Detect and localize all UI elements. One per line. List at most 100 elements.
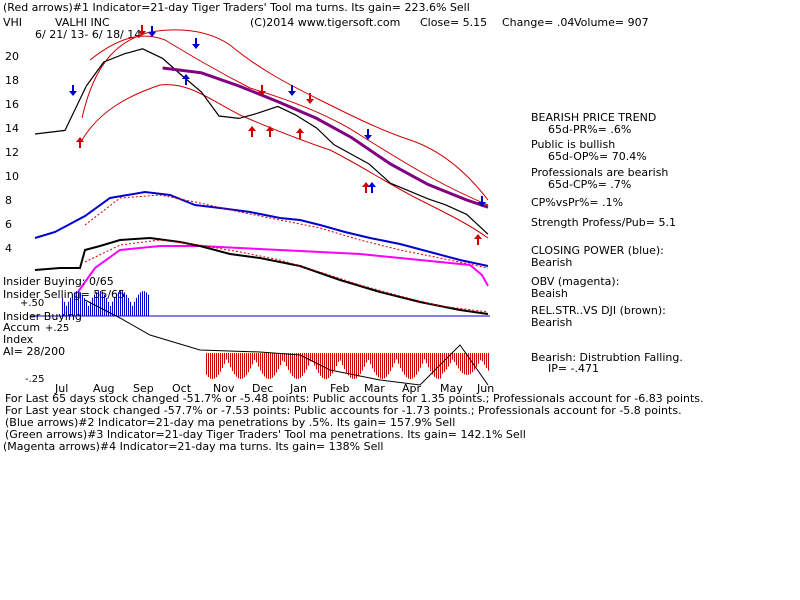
accum-bar — [350, 353, 351, 378]
accum-bar — [148, 294, 149, 316]
accum-bar — [310, 353, 311, 362]
accum-bar — [428, 353, 429, 368]
accum-bar — [478, 353, 479, 364]
change-value: Change= .04 — [502, 16, 574, 29]
accum-bar — [304, 353, 305, 374]
y-tick-4: 4 — [5, 242, 12, 255]
ticker: VHI — [3, 16, 22, 29]
accum-bar — [268, 353, 269, 379]
insider-buying-label: Insider Buying: 0/65 — [3, 275, 114, 288]
accum-bar — [296, 353, 297, 379]
accum-bar — [246, 353, 247, 376]
accum-bar — [116, 294, 117, 316]
accum-bar — [376, 353, 377, 376]
accum-bar — [440, 353, 441, 379]
accum-bar — [86, 301, 87, 316]
accum-bar — [128, 297, 129, 316]
accum-bar — [280, 353, 281, 366]
accum-bar — [118, 292, 119, 316]
accum-bar — [210, 353, 211, 379]
accum-bar — [470, 353, 471, 374]
accum-bar — [408, 353, 409, 379]
accum-bar — [484, 353, 485, 365]
accum-bar — [486, 353, 487, 368]
accum-bar — [252, 353, 253, 365]
accum-bar — [82, 294, 83, 316]
accum-bar — [272, 353, 273, 378]
obv-heading: OBV (magenta): — [531, 275, 619, 288]
accum-bar — [238, 353, 239, 379]
obv-line — [77, 245, 489, 293]
accum-bar — [208, 353, 209, 378]
cp-vs-pr: CP%vsPr%= .1% — [531, 196, 623, 209]
up-arrow-icon — [76, 137, 84, 148]
x-tick-apr: Apr — [402, 382, 422, 395]
accum-bar — [314, 353, 315, 366]
plus25-label: +.25 — [45, 323, 69, 334]
accum-bar — [74, 292, 75, 316]
accum-bar — [298, 353, 299, 379]
accum-bar — [98, 291, 99, 316]
y-tick-labels: 20 18 16 14 12 10 8 6 4 — [5, 50, 19, 255]
accum-bar — [382, 353, 383, 379]
ip-value: IP= -.471 — [548, 362, 599, 375]
accum-bar — [406, 353, 407, 378]
accum-bar — [456, 353, 457, 366]
accum-bar — [482, 353, 483, 362]
x-tick-jan: Jan — [289, 382, 307, 395]
up-arrow-icon — [362, 182, 370, 193]
public-heading: Public is bullish — [531, 138, 615, 151]
accum-bar — [300, 353, 301, 378]
accum-bar — [250, 353, 251, 369]
accum-index-bars — [62, 291, 489, 379]
accum-bar — [284, 353, 285, 362]
accum-bar — [454, 353, 455, 362]
accum-bar — [78, 291, 79, 316]
accum-bar — [392, 353, 393, 368]
y-tick-16: 16 — [5, 98, 19, 111]
up-arrow-icon — [248, 126, 256, 137]
insider-selling-label: Insider Selling= 55/65 — [3, 288, 125, 301]
right-panel: BEARISH PRICE TREND 65d-PR%= .6% Public … — [531, 111, 683, 375]
accum-bar — [92, 297, 93, 316]
accum-bar — [146, 292, 147, 316]
accum-bar — [122, 291, 123, 316]
accum-bar — [104, 294, 105, 316]
accum-bar — [450, 353, 451, 364]
accum-bar — [244, 353, 245, 378]
strength-profess: Strength Profess/Pub= 5.1 — [531, 216, 676, 229]
accum-bar — [352, 353, 353, 379]
accum-bar — [404, 353, 405, 375]
accum-bar — [288, 353, 289, 371]
accum-bar — [248, 353, 249, 373]
accum-bar — [276, 353, 277, 373]
accum-bar — [234, 353, 235, 375]
accum-bar — [362, 353, 363, 371]
x-tick-feb: Feb — [330, 382, 349, 395]
accum-bar — [332, 353, 333, 374]
accum-bar — [62, 297, 63, 316]
accum-bar — [232, 353, 233, 372]
accum-bar — [328, 353, 329, 379]
purple-moving-average — [162, 66, 489, 209]
accum-bar — [346, 353, 347, 373]
accum-bar — [108, 301, 109, 316]
accum-bar — [282, 353, 283, 361]
accum-bar — [106, 297, 107, 316]
close-value: Close= 5.15 — [420, 16, 487, 29]
accum-bar — [420, 353, 421, 368]
accum-bar — [422, 353, 423, 364]
x-tick-sep: Sep — [133, 382, 154, 395]
accum-bar — [466, 353, 467, 375]
accum-bar — [370, 353, 371, 365]
accum-bar — [240, 353, 241, 379]
accum-bar — [386, 353, 387, 377]
accum-bar — [212, 353, 213, 379]
accum-bar — [66, 305, 67, 316]
accum-bar — [368, 353, 369, 360]
footer: For Last 65 days stock changed -51.7% or… — [3, 392, 704, 453]
accum-bar — [220, 353, 221, 372]
signal-arrows — [69, 25, 486, 245]
accum-bar — [138, 294, 139, 316]
